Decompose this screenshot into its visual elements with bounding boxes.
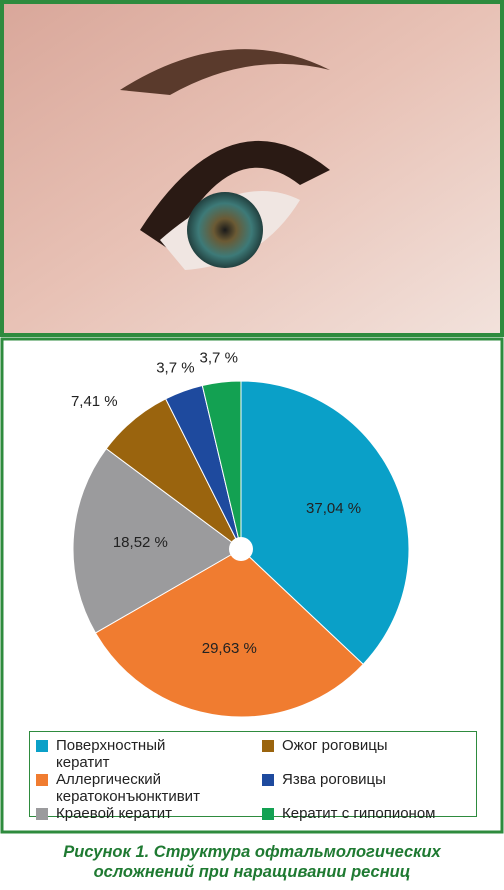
- data-label: 29,63 %: [202, 640, 257, 657]
- caption: Рисунок 1. Структура офтальмологических …: [63, 843, 441, 881]
- legend-label: Аллергический кератоконъюнктивит: [56, 771, 200, 805]
- pie-slice: [94, 548, 364, 718]
- legend-swatch: [36, 808, 48, 820]
- legend: Поверхностный кератит Аллергический керат…: [29, 731, 477, 822]
- legend-swatch: [262, 740, 274, 752]
- legend-swatch: [36, 774, 48, 786]
- legend-swatch: [262, 808, 274, 820]
- pie: 37,04 % 29,63 % 18,52 % 7,41 % 3,7 % 3,7 %: [71, 349, 410, 718]
- iris: [187, 192, 263, 268]
- legend-label: Язва роговицы: [282, 771, 386, 788]
- eyebrow: [120, 49, 330, 95]
- legend-item: Ожог роговицы: [262, 737, 472, 771]
- pie-slice: [72, 447, 242, 634]
- legend-label: Краевой кератит: [56, 805, 173, 822]
- legend-item: Кератит с гипопионом: [262, 805, 472, 822]
- data-label: 37,04 %: [306, 500, 361, 517]
- legend-label: Ожог роговицы: [282, 737, 388, 754]
- legend-label: Кератит с гипопионом: [282, 805, 436, 822]
- legend-item: Аллергический кератоконъюнктивит: [36, 771, 262, 805]
- data-label: 3,7 %: [200, 349, 238, 366]
- legend-item: Краевой кератит: [36, 805, 262, 822]
- legend-swatch: [36, 740, 48, 752]
- data-label: 18,52 %: [113, 534, 168, 551]
- legend-item: Поверхностный кератит: [36, 737, 262, 771]
- data-label: 7,41 %: [71, 393, 118, 410]
- center-hole: [229, 537, 253, 561]
- data-label: 3,7 %: [156, 360, 194, 377]
- pie-slice: [201, 380, 242, 550]
- legend-swatch: [262, 774, 274, 786]
- legend-label: Поверхностный кератит: [56, 737, 166, 771]
- eyelashes: [140, 140, 330, 250]
- legend-item: Язва роговицы: [262, 771, 472, 805]
- pie-slice: [240, 380, 410, 666]
